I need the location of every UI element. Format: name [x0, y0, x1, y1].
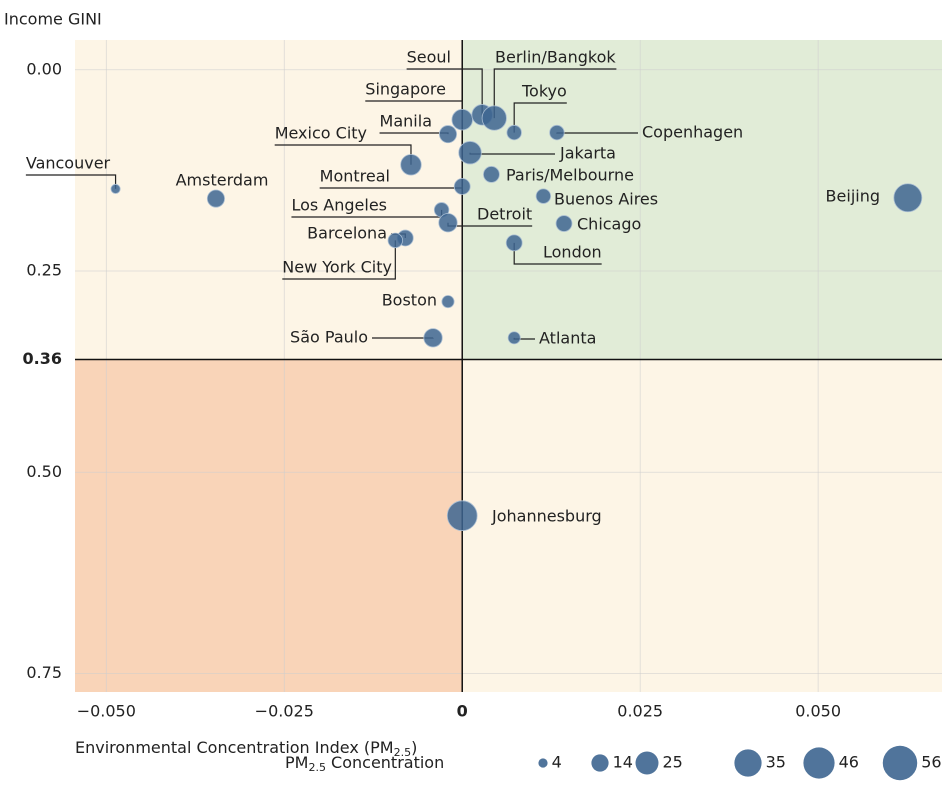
- point-label: Beijing: [826, 187, 880, 206]
- y-axis-label: Income GINI: [4, 10, 102, 29]
- y-tick-label: 0.00: [26, 59, 62, 78]
- quadrant: [75, 360, 462, 692]
- bubble: [550, 125, 565, 140]
- legend-bubble: [538, 758, 547, 767]
- bubble: [424, 329, 442, 347]
- point-label: Detroit: [477, 205, 532, 224]
- bubble: [506, 235, 522, 251]
- point-label: Atlanta: [539, 329, 596, 348]
- bubble: [439, 126, 456, 143]
- point-label: New York City: [282, 258, 392, 277]
- bubble: [483, 166, 499, 182]
- bubble: [401, 154, 422, 175]
- point-label: Boston: [382, 291, 437, 310]
- bubble: [388, 233, 403, 248]
- point-label: Copenhagen: [642, 123, 743, 142]
- point-label: Tokyo: [521, 82, 567, 101]
- y-tick-label: 0.36: [23, 349, 62, 368]
- legend-label: 25: [663, 753, 683, 772]
- point-label: Paris/Melbourne: [506, 166, 634, 185]
- point-label: London: [543, 243, 602, 262]
- x-tick-label: −0.050: [77, 702, 136, 721]
- point-label: Amsterdam: [176, 171, 269, 190]
- bubble: [207, 190, 224, 207]
- x-tick-label: 0.050: [795, 702, 841, 721]
- point-label: Berlin/Bangkok: [495, 48, 616, 67]
- legend-bubble: [883, 746, 917, 780]
- legend-bubble: [636, 752, 659, 775]
- point-label: Chicago: [577, 215, 641, 234]
- y-tick-label: 0.75: [26, 663, 62, 682]
- point-label: Los Angeles: [291, 196, 387, 215]
- legend-bubble: [803, 747, 834, 778]
- bubble: [452, 109, 473, 130]
- legend-title-sub: 2.5: [308, 761, 326, 774]
- quadrant: [462, 360, 942, 692]
- bubble: [894, 184, 922, 212]
- point-label: Manila: [380, 112, 432, 131]
- point-label: Barcelona: [307, 224, 387, 243]
- y-tick-label: 0.25: [26, 261, 62, 280]
- point-label: Jakarta: [559, 144, 616, 163]
- bubble: [442, 296, 454, 308]
- x-tick-label: −0.025: [255, 702, 314, 721]
- bubble: [454, 179, 470, 195]
- point-label: São Paulo: [290, 328, 368, 347]
- point-label: Montreal: [320, 167, 390, 186]
- legend-label: 46: [839, 753, 859, 772]
- point-label: Vancouver: [26, 154, 111, 173]
- legend-label: 14: [613, 753, 633, 772]
- legend-bubble: [734, 749, 761, 776]
- point-label: Singapore: [365, 80, 446, 99]
- legend-title-text: PM: [285, 753, 308, 772]
- legend-bubble: [591, 754, 608, 771]
- legend-title-close: Concentration: [326, 753, 444, 772]
- x-tick-label: 0.025: [617, 702, 663, 721]
- bubble: [439, 214, 457, 232]
- bubble: [508, 332, 520, 344]
- bubble: [459, 141, 482, 164]
- legend-label: 56: [921, 753, 941, 772]
- bubble: [447, 501, 477, 531]
- bubble: [556, 216, 572, 232]
- point-label: Johannesburg: [491, 507, 602, 526]
- point-label: Mexico City: [275, 124, 367, 143]
- bubble: [482, 106, 506, 130]
- x-tick-label: 0: [457, 702, 468, 721]
- point-label: Seoul: [407, 48, 451, 67]
- bubble: [507, 125, 522, 140]
- bubble: [536, 189, 551, 204]
- legend-label: 4: [552, 753, 562, 772]
- point-label: Buenos Aires: [554, 190, 658, 209]
- bubble: [111, 184, 120, 193]
- legend-label: 35: [766, 753, 786, 772]
- y-tick-label: 0.50: [26, 462, 62, 481]
